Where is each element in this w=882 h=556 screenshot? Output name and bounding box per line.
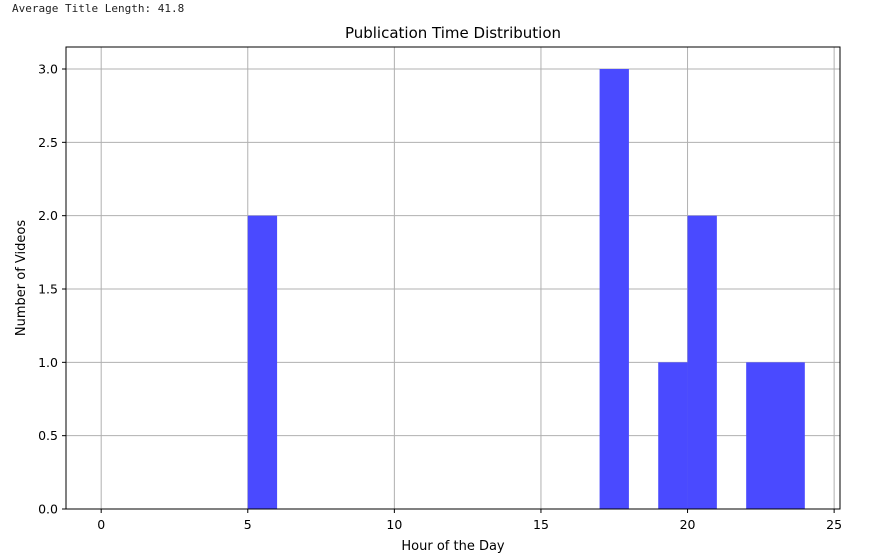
y-tick-label: 0.5 bbox=[38, 428, 58, 443]
chart-title: Publication Time Distribution bbox=[345, 24, 561, 42]
y-tick-label: 2.5 bbox=[38, 135, 58, 150]
histogram-bar bbox=[746, 362, 776, 509]
y-tick-label: 2.0 bbox=[38, 208, 58, 223]
x-tick-label: 5 bbox=[244, 517, 252, 532]
y-axis-label: Number of Videos bbox=[14, 220, 29, 336]
histogram-bar bbox=[247, 215, 278, 509]
plot-frame bbox=[65, 46, 841, 510]
histogram-bar bbox=[687, 215, 717, 509]
average-title-length-text: Average Title Length: 41.8 bbox=[12, 2, 185, 15]
x-axis-label: Hour of the Day bbox=[401, 539, 505, 554]
y-tick-label: 3.0 bbox=[38, 62, 58, 77]
histogram-bar bbox=[775, 362, 805, 509]
histogram-bar bbox=[599, 69, 629, 509]
y-tick-label: 1.0 bbox=[38, 355, 58, 370]
y-axis-ticks: 0.0 0.5 1.0 1.5 2.0 2.5 3.0 bbox=[38, 62, 66, 517]
x-tick-label: 10 bbox=[386, 517, 402, 532]
y-tick-label: 0.0 bbox=[38, 502, 58, 517]
histogram-bar bbox=[658, 362, 688, 509]
x-tick-label: 25 bbox=[826, 517, 842, 532]
grid-lines bbox=[66, 47, 840, 510]
x-axis-ticks: 0 5 10 15 20 25 bbox=[97, 509, 842, 532]
x-tick-label: 20 bbox=[680, 517, 696, 532]
x-tick-label: 0 bbox=[97, 517, 105, 532]
y-tick-label: 1.5 bbox=[38, 282, 58, 297]
x-tick-label: 15 bbox=[533, 517, 549, 532]
bars-group bbox=[247, 69, 805, 509]
